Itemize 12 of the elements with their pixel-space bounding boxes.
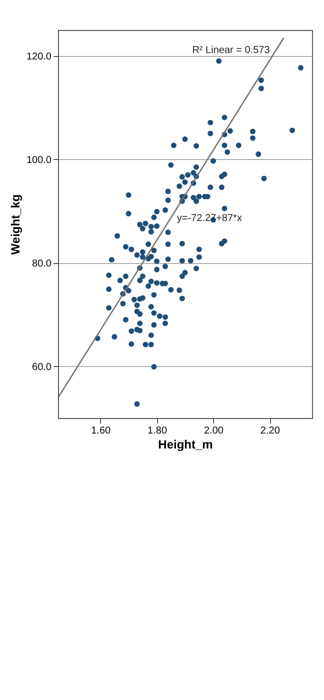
x-tick-label: 1.60 [91, 426, 111, 436]
y-tick-label: 80.0 [32, 258, 52, 270]
x-axis-title: Height_m [158, 438, 213, 452]
annotation: y=-72.27+87*x [176, 212, 242, 224]
y-tick-label: 60.0 [32, 362, 52, 373]
x-tick-label: 2.00 [204, 426, 224, 436]
y-tick-label: 120.0 [26, 51, 52, 62]
annotation: R² Linear = 0.573 [192, 44, 270, 56]
y-tick-label: 100.0 [26, 154, 52, 166]
x-tick-label: 2.20 [260, 426, 280, 436]
x-tick-label: 1.80 [148, 426, 168, 436]
y-axis-title: Weight_kg [8, 194, 22, 255]
